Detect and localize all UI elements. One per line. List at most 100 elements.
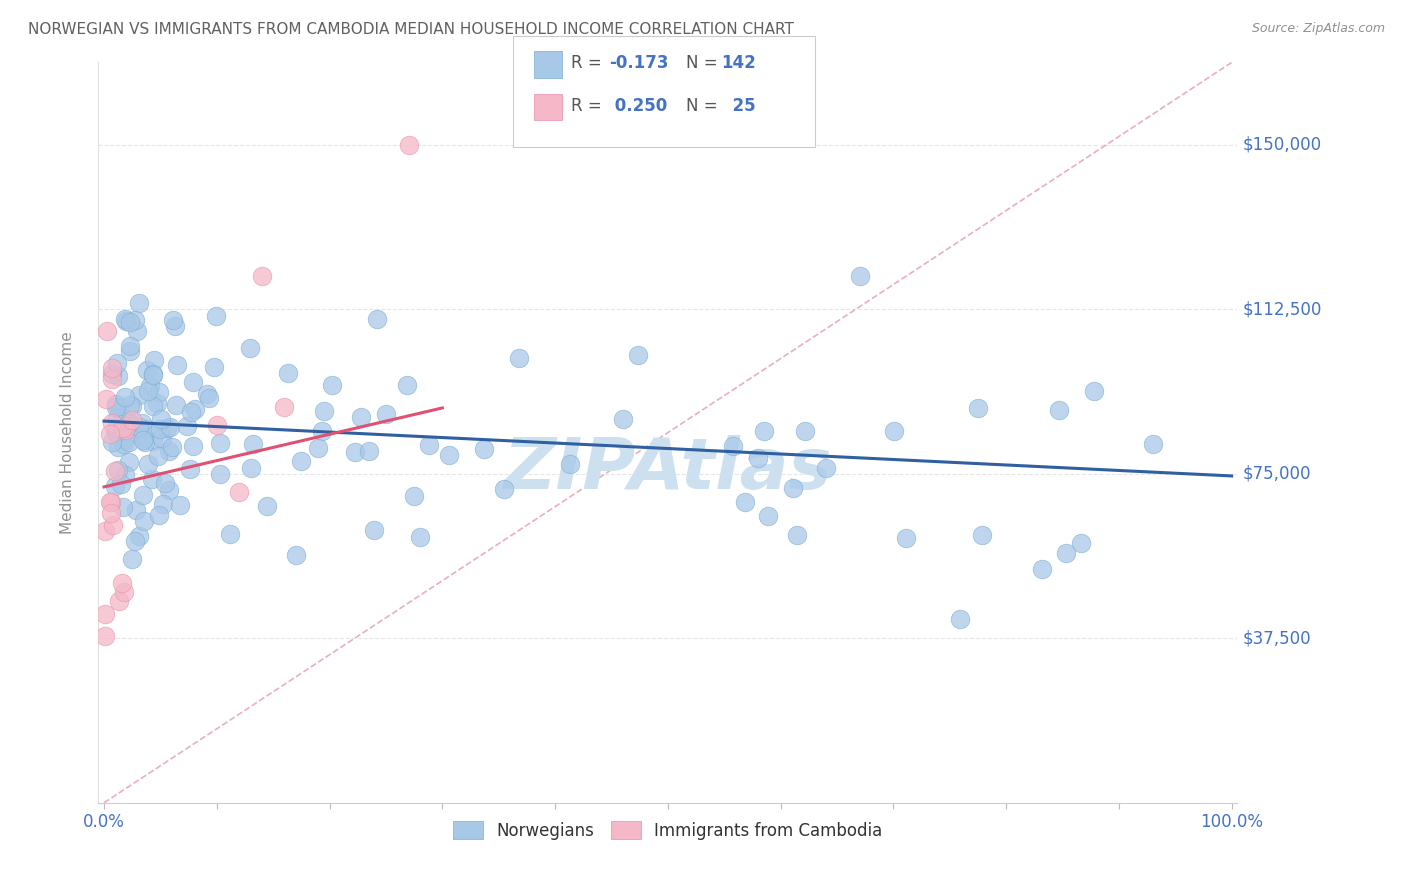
Point xyxy=(100,434,122,449)
Point xyxy=(105,356,128,370)
Point xyxy=(374,407,396,421)
Point xyxy=(204,309,226,323)
Point xyxy=(195,387,218,401)
Point xyxy=(239,341,262,355)
Point xyxy=(149,412,172,426)
Point xyxy=(100,361,122,376)
Point xyxy=(101,372,124,386)
Point xyxy=(98,427,121,442)
Point xyxy=(118,398,141,412)
Point xyxy=(98,495,121,509)
Point xyxy=(752,424,775,438)
Point xyxy=(112,412,135,426)
Point xyxy=(114,423,136,437)
Text: $150,000: $150,000 xyxy=(1243,136,1322,153)
Text: $37,500: $37,500 xyxy=(1243,629,1312,648)
Point xyxy=(184,401,207,416)
Point xyxy=(949,611,972,625)
Point xyxy=(128,419,150,434)
Point xyxy=(793,424,815,438)
Point xyxy=(108,400,131,414)
Point xyxy=(114,312,136,326)
Point xyxy=(118,315,141,329)
Point xyxy=(132,514,155,528)
Point xyxy=(134,435,156,450)
Point xyxy=(208,436,231,450)
Point xyxy=(734,495,756,509)
Point xyxy=(125,427,148,442)
Point xyxy=(118,434,141,449)
Point xyxy=(148,385,170,400)
Point xyxy=(101,518,124,533)
Point xyxy=(894,531,917,545)
Point xyxy=(121,399,143,413)
Point xyxy=(967,401,990,415)
Point xyxy=(418,438,440,452)
Point xyxy=(131,416,153,430)
Point xyxy=(94,392,117,407)
Point xyxy=(105,397,128,411)
Point xyxy=(112,585,135,599)
Point xyxy=(114,390,136,404)
Point xyxy=(179,461,201,475)
Point xyxy=(146,449,169,463)
Point xyxy=(128,296,150,310)
Text: 0.250: 0.250 xyxy=(609,97,666,115)
Point xyxy=(409,530,432,544)
Point xyxy=(93,607,115,622)
Point xyxy=(132,434,155,448)
Point xyxy=(118,344,141,359)
Point xyxy=(156,421,179,435)
Point xyxy=(398,137,420,152)
Text: N =: N = xyxy=(686,54,723,72)
Text: NORWEGIAN VS IMMIGRANTS FROM CAMBODIA MEDIAN HOUSEHOLD INCOME CORRELATION CHART: NORWEGIAN VS IMMIGRANTS FROM CAMBODIA ME… xyxy=(28,22,794,37)
Point xyxy=(219,527,242,541)
Point xyxy=(202,360,225,375)
Point xyxy=(136,421,159,435)
Point xyxy=(108,417,131,431)
Text: $75,000: $75,000 xyxy=(1243,465,1312,483)
Point xyxy=(256,499,278,513)
Point xyxy=(96,324,118,338)
Point xyxy=(148,508,170,522)
Point xyxy=(100,416,122,430)
Point xyxy=(100,506,122,520)
Point xyxy=(321,377,343,392)
Text: $112,500: $112,500 xyxy=(1243,301,1323,318)
Point xyxy=(250,268,273,283)
Point xyxy=(114,434,136,448)
Point xyxy=(627,348,650,362)
Point xyxy=(132,431,155,445)
Point xyxy=(136,363,159,377)
Point xyxy=(343,445,366,459)
Point xyxy=(756,509,779,524)
Point xyxy=(284,548,307,562)
Point xyxy=(242,437,264,451)
Point xyxy=(128,388,150,402)
Point xyxy=(157,483,180,497)
Point xyxy=(107,369,129,384)
Text: ZIPAtlas: ZIPAtlas xyxy=(503,435,832,504)
Point xyxy=(146,396,169,410)
Point xyxy=(402,489,425,503)
Point xyxy=(721,439,744,453)
Point xyxy=(142,399,165,413)
Point xyxy=(1054,546,1077,560)
Point xyxy=(121,552,143,566)
Point xyxy=(136,384,159,398)
Text: R =: R = xyxy=(571,97,607,115)
Point xyxy=(101,367,124,381)
Point xyxy=(166,358,188,372)
Point xyxy=(176,418,198,433)
Point xyxy=(104,425,127,439)
Text: 25: 25 xyxy=(721,97,756,115)
Point xyxy=(131,488,153,502)
Point xyxy=(814,461,837,475)
Point xyxy=(155,476,177,491)
Point xyxy=(159,419,181,434)
Point xyxy=(112,500,135,514)
Point xyxy=(180,405,202,419)
Y-axis label: Median Household Income: Median Household Income xyxy=(60,331,75,534)
Point xyxy=(1031,562,1053,576)
Point xyxy=(150,431,173,445)
